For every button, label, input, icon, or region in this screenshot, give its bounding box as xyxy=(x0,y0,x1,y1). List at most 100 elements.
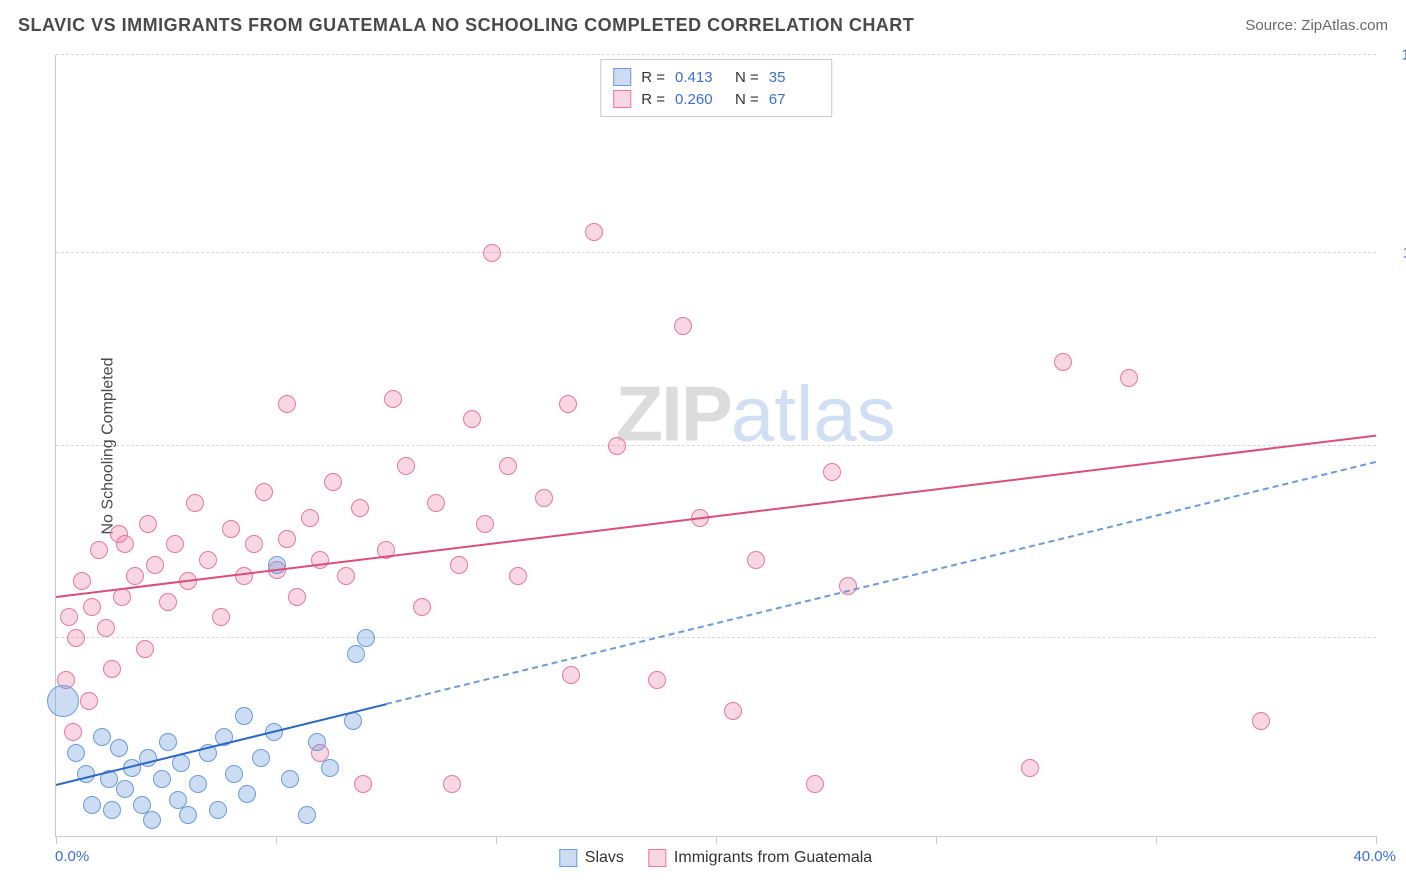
scatter-point-guatemala xyxy=(823,463,841,481)
scatter-point-slavs xyxy=(321,759,339,777)
scatter-point-guatemala xyxy=(212,608,230,626)
x-tick xyxy=(56,836,57,844)
watermark: ZIPatlas xyxy=(616,369,896,460)
r-label: R = xyxy=(641,69,665,86)
scatter-point-guatemala xyxy=(166,535,184,553)
scatter-point-guatemala xyxy=(413,598,431,616)
scatter-point-guatemala xyxy=(747,551,765,569)
scatter-point-slavs xyxy=(153,770,171,788)
stats-row-guatemala: R = 0.260 N = 67 xyxy=(613,88,819,110)
legend-item-slavs: Slavs xyxy=(559,849,624,867)
header: SLAVIC VS IMMIGRANTS FROM GUATEMALA NO S… xyxy=(0,0,1406,50)
x-tick xyxy=(496,836,497,844)
scatter-point-slavs xyxy=(281,770,299,788)
y-tick-label: 11.2% xyxy=(1403,244,1406,261)
scatter-point-guatemala xyxy=(146,556,164,574)
scatter-point-guatemala xyxy=(1120,369,1138,387)
x-tick xyxy=(936,836,937,844)
scatter-point-guatemala xyxy=(397,457,415,475)
scatter-point-slavs xyxy=(344,712,362,730)
x-tick xyxy=(276,836,277,844)
scatter-point-slavs xyxy=(308,733,326,751)
x-tick xyxy=(1376,836,1377,844)
swatch-guatemala xyxy=(613,90,631,108)
r-value-slavs: 0.413 xyxy=(675,69,725,86)
scatter-point-guatemala xyxy=(535,489,553,507)
scatter-point-guatemala xyxy=(245,535,263,553)
scatter-point-guatemala xyxy=(427,494,445,512)
scatter-point-guatemala xyxy=(608,437,626,455)
scatter-point-guatemala xyxy=(103,660,121,678)
scatter-point-guatemala xyxy=(73,572,91,590)
x-axis-min-label: 0.0% xyxy=(55,848,89,865)
chart-title: SLAVIC VS IMMIGRANTS FROM GUATEMALA NO S… xyxy=(18,15,914,36)
scatter-point-guatemala xyxy=(64,723,82,741)
scatter-point-guatemala xyxy=(354,775,372,793)
scatter-point-slavs xyxy=(298,806,316,824)
scatter-point-guatemala xyxy=(80,692,98,710)
scatter-point-slavs xyxy=(347,645,365,663)
scatter-point-slavs xyxy=(83,796,101,814)
scatter-point-guatemala xyxy=(450,556,468,574)
y-tick-label: 15.0% xyxy=(1401,47,1406,64)
scatter-point-guatemala xyxy=(90,541,108,559)
scatter-point-guatemala xyxy=(483,244,501,262)
scatter-point-slavs xyxy=(179,806,197,824)
scatter-point-guatemala xyxy=(97,619,115,637)
scatter-point-guatemala xyxy=(60,608,78,626)
chart-area: ZIPatlas R = 0.413 N = 35 R = 0.260 N = … xyxy=(55,55,1376,837)
scatter-point-guatemala xyxy=(585,223,603,241)
scatter-point-guatemala xyxy=(126,567,144,585)
gridline xyxy=(56,54,1376,55)
scatter-point-slavs xyxy=(143,811,161,829)
scatter-point-slavs xyxy=(209,801,227,819)
legend-label-guatemala: Immigrants from Guatemala xyxy=(674,849,872,867)
scatter-point-slavs xyxy=(93,728,111,746)
scatter-point-guatemala xyxy=(288,588,306,606)
scatter-point-slavs xyxy=(235,707,253,725)
scatter-point-slavs xyxy=(116,780,134,798)
scatter-point-slavs xyxy=(103,801,121,819)
scatter-point-guatemala xyxy=(278,395,296,413)
gridline xyxy=(56,637,1376,638)
swatch-slavs xyxy=(559,849,577,867)
scatter-point-guatemala xyxy=(562,666,580,684)
scatter-point-guatemala xyxy=(806,775,824,793)
scatter-point-guatemala xyxy=(139,515,157,533)
scatter-point-slavs xyxy=(47,685,79,717)
scatter-point-guatemala xyxy=(159,593,177,611)
scatter-point-guatemala xyxy=(337,567,355,585)
scatter-point-slavs xyxy=(159,733,177,751)
scatter-point-guatemala xyxy=(136,640,154,658)
source-name: ZipAtlas.com xyxy=(1301,17,1388,34)
legend-label-slavs: Slavs xyxy=(585,849,624,867)
scatter-point-guatemala xyxy=(1054,353,1072,371)
swatch-guatemala xyxy=(648,849,666,867)
scatter-point-guatemala xyxy=(222,520,240,538)
legend-item-guatemala: Immigrants from Guatemala xyxy=(648,849,872,867)
scatter-point-guatemala xyxy=(648,671,666,689)
source-attribution: Source: ZipAtlas.com xyxy=(1245,17,1388,34)
scatter-point-guatemala xyxy=(351,499,369,517)
gridline xyxy=(56,445,1376,446)
scatter-point-slavs xyxy=(225,765,243,783)
scatter-point-guatemala xyxy=(509,567,527,585)
scatter-point-guatemala xyxy=(724,702,742,720)
scatter-point-guatemala xyxy=(324,473,342,491)
trendline-guatemala xyxy=(56,435,1376,598)
scatter-point-guatemala xyxy=(499,457,517,475)
scatter-point-slavs xyxy=(357,629,375,647)
scatter-point-guatemala xyxy=(67,629,85,647)
scatter-point-guatemala xyxy=(559,395,577,413)
x-axis-max-label: 40.0% xyxy=(1353,848,1396,865)
n-label: N = xyxy=(735,91,759,108)
scatter-point-slavs xyxy=(189,775,207,793)
swatch-slavs xyxy=(613,68,631,86)
source-prefix: Source: xyxy=(1245,17,1301,34)
scatter-point-slavs xyxy=(252,749,270,767)
scatter-point-guatemala xyxy=(1021,759,1039,777)
scatter-point-guatemala xyxy=(463,410,481,428)
scatter-point-guatemala xyxy=(674,317,692,335)
correlation-stats-box: R = 0.413 N = 35 R = 0.260 N = 67 xyxy=(600,59,832,117)
scatter-point-slavs xyxy=(110,739,128,757)
